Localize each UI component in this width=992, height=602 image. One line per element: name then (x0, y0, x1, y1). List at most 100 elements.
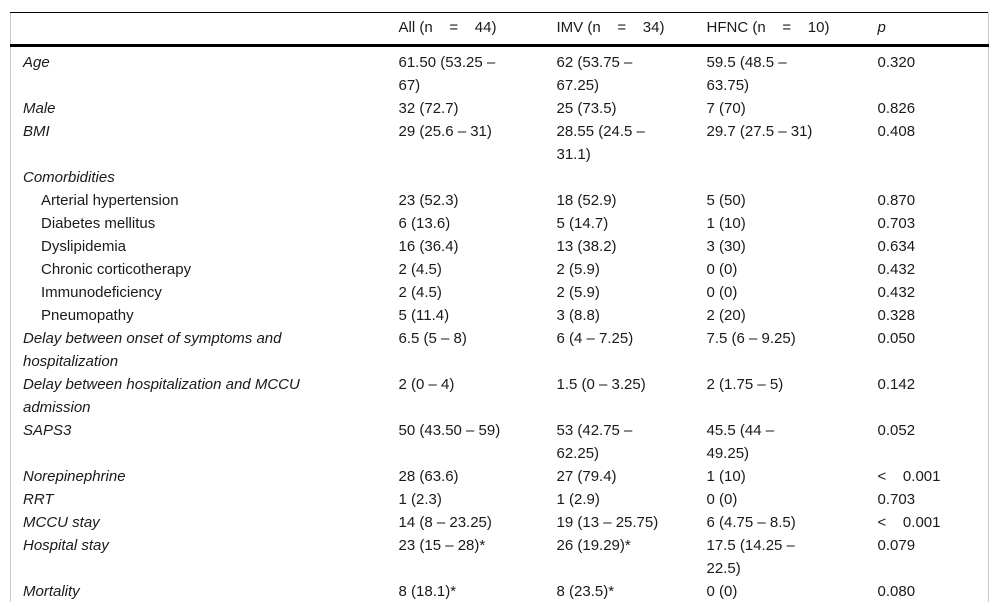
row-label: Age (23, 54, 50, 71)
row-label-cell: Delay between hospitalization and MCCU a… (11, 373, 399, 419)
value-cell-hfnc: 7.5 (6 – 9.25) (707, 327, 878, 373)
table-row: Diabetes mellitus 6 (13.6) 5 (14.7) 1 (1… (11, 212, 989, 235)
value-cell-imv: 5 (14.7) (557, 212, 707, 235)
row-label: Chronic corticotherapy (41, 261, 192, 278)
value-cell-imv: 18 (52.9) (557, 189, 707, 212)
value-hfnc: 29.7 (27.5 – 31) (706, 123, 813, 140)
value-all: 50 (43.50 – 59) (398, 422, 501, 439)
row-label-cell: Comorbidities (11, 166, 399, 189)
value-cell-hfnc: 59.5 (48.5 – 63.75) (707, 46, 878, 98)
value-all: 61.50 (53.25 – 67) (398, 54, 496, 94)
row-label: Arterial hypertension (41, 192, 179, 209)
header-p-column: p (877, 12, 989, 47)
p-value: < 0.001 (877, 514, 941, 531)
table-row: Dyslipidemia 16 (36.4) 13 (38.2) 3 (30) … (11, 235, 989, 258)
value-cell-all: 6 (13.6) (399, 212, 557, 235)
value-hfnc: 45.5 (44 – 49.25) (706, 422, 775, 462)
value-cell-all: 50 (43.50 – 59) (399, 419, 557, 465)
value-all: 5 (11.4) (398, 307, 450, 324)
p-value-cell: 0.142 (878, 373, 989, 419)
p-value-cell: 0.634 (878, 235, 989, 258)
p-value: 0.870 (877, 192, 916, 209)
value-all: 14 (8 – 23.25) (398, 514, 492, 531)
value-cell-all: 32 (72.7) (399, 97, 557, 120)
p-value: 0.408 (877, 123, 916, 140)
p-value-cell: 0.050 (878, 327, 989, 373)
row-label: Hospital stay (23, 537, 109, 554)
value-cell-imv (557, 166, 707, 189)
row-label: Diabetes mellitus (41, 215, 156, 232)
table-row: Arterial hypertension 23 (52.3) 18 (52.9… (11, 189, 989, 212)
value-cell-imv: 1 (2.9) (557, 488, 707, 511)
p-value-cell: 0.408 (878, 120, 989, 166)
row-label: Dyslipidemia (41, 238, 127, 255)
row-label: RRT (23, 491, 54, 508)
value-imv: 3 (8.8) (556, 307, 600, 324)
value-hfnc: 0 (0) (706, 284, 738, 301)
value-cell-hfnc: 0 (0) (707, 580, 878, 602)
value-cell-hfnc: 0 (0) (707, 258, 878, 281)
table-row: Norepinephrine 28 (63.6) 27 (79.4) 1 (10… (11, 465, 989, 488)
value-hfnc: 7.5 (6 – 9.25) (706, 330, 796, 347)
value-imv: 28.55 (24.5 – 31.1) (556, 123, 645, 163)
header-empty-cell (10, 12, 399, 47)
row-label: BMI (23, 123, 50, 140)
p-value-cell: 0.080 (878, 580, 989, 602)
p-value: 0.050 (877, 330, 916, 347)
row-label-cell: Chronic corticotherapy (11, 258, 399, 281)
p-value-cell: 0.432 (878, 258, 989, 281)
row-label-cell: Delay between onset of symptoms and hosp… (11, 327, 399, 373)
row-label-cell: Diabetes mellitus (11, 212, 399, 235)
row-label-cell: RRT (11, 488, 399, 511)
value-cell-hfnc: 2 (20) (707, 304, 878, 327)
value-imv: 26 (19.29)* (556, 537, 631, 554)
p-value-cell: 0.703 (878, 488, 989, 511)
value-cell-imv: 53 (42.75 – 62.25) (557, 419, 707, 465)
value-cell-imv: 62 (53.75 – 67.25) (557, 46, 707, 98)
value-imv: 25 (73.5) (556, 100, 617, 117)
p-value: < 0.001 (877, 468, 941, 485)
header-hfnc-column: HFNC (n = 10) (706, 12, 878, 47)
row-label: Mortality (23, 583, 80, 600)
value-cell-imv: 28.55 (24.5 – 31.1) (557, 120, 707, 166)
value-cell-imv: 19 (13 – 25.75) (557, 511, 707, 534)
p-value-cell: < 0.001 (878, 465, 989, 488)
value-cell-all: 61.50 (53.25 – 67) (399, 46, 557, 98)
value-cell-hfnc: 0 (0) (707, 281, 878, 304)
p-value: 0.432 (877, 284, 916, 301)
value-imv: 13 (38.2) (556, 238, 617, 255)
value-imv: 2 (5.9) (556, 261, 600, 278)
value-cell-hfnc: 45.5 (44 – 49.25) (707, 419, 878, 465)
p-value-cell: 0.320 (878, 46, 989, 98)
p-value: 0.703 (877, 491, 916, 508)
table-row: Male 32 (72.7) 25 (73.5) 7 (70) 0.826 (11, 97, 989, 120)
value-cell-all: 2 (4.5) (399, 258, 557, 281)
value-imv: 62 (53.75 – 67.25) (556, 54, 633, 94)
row-label: Norepinephrine (23, 468, 126, 485)
value-cell-hfnc (707, 166, 878, 189)
table-row: RRT 1 (2.3) 1 (2.9) 0 (0) 0.703 (11, 488, 989, 511)
value-cell-hfnc: 5 (50) (707, 189, 878, 212)
value-hfnc: 5 (50) (706, 192, 746, 209)
row-label-cell: BMI (11, 120, 399, 166)
value-cell-all: 23 (15 – 28)* (399, 534, 557, 580)
value-imv: 18 (52.9) (556, 192, 617, 209)
p-value: 0.079 (877, 537, 916, 554)
value-cell-all: 16 (36.4) (399, 235, 557, 258)
value-cell-hfnc: 1 (10) (707, 465, 878, 488)
value-cell-all: 1 (2.3) (399, 488, 557, 511)
row-label-cell: Norepinephrine (11, 465, 399, 488)
value-cell-imv: 1.5 (0 – 3.25) (557, 373, 707, 419)
p-value: 0.320 (877, 54, 916, 71)
value-cell-hfnc: 6 (4.75 – 8.5) (707, 511, 878, 534)
row-label: Delay between hospitalization and MCCU a… (23, 376, 300, 416)
value-cell-hfnc: 7 (70) (707, 97, 878, 120)
value-cell-imv: 3 (8.8) (557, 304, 707, 327)
table-row: Chronic corticotherapy 2 (4.5) 2 (5.9) 0… (11, 258, 989, 281)
row-label: Comorbidities (23, 169, 115, 186)
p-value-cell: < 0.001 (878, 511, 989, 534)
header-all-column: All (n = 44) (398, 12, 557, 47)
value-imv: 6 (4 – 7.25) (556, 330, 634, 347)
value-all: 29 (25.6 – 31) (398, 123, 492, 140)
value-cell-imv: 6 (4 – 7.25) (557, 327, 707, 373)
